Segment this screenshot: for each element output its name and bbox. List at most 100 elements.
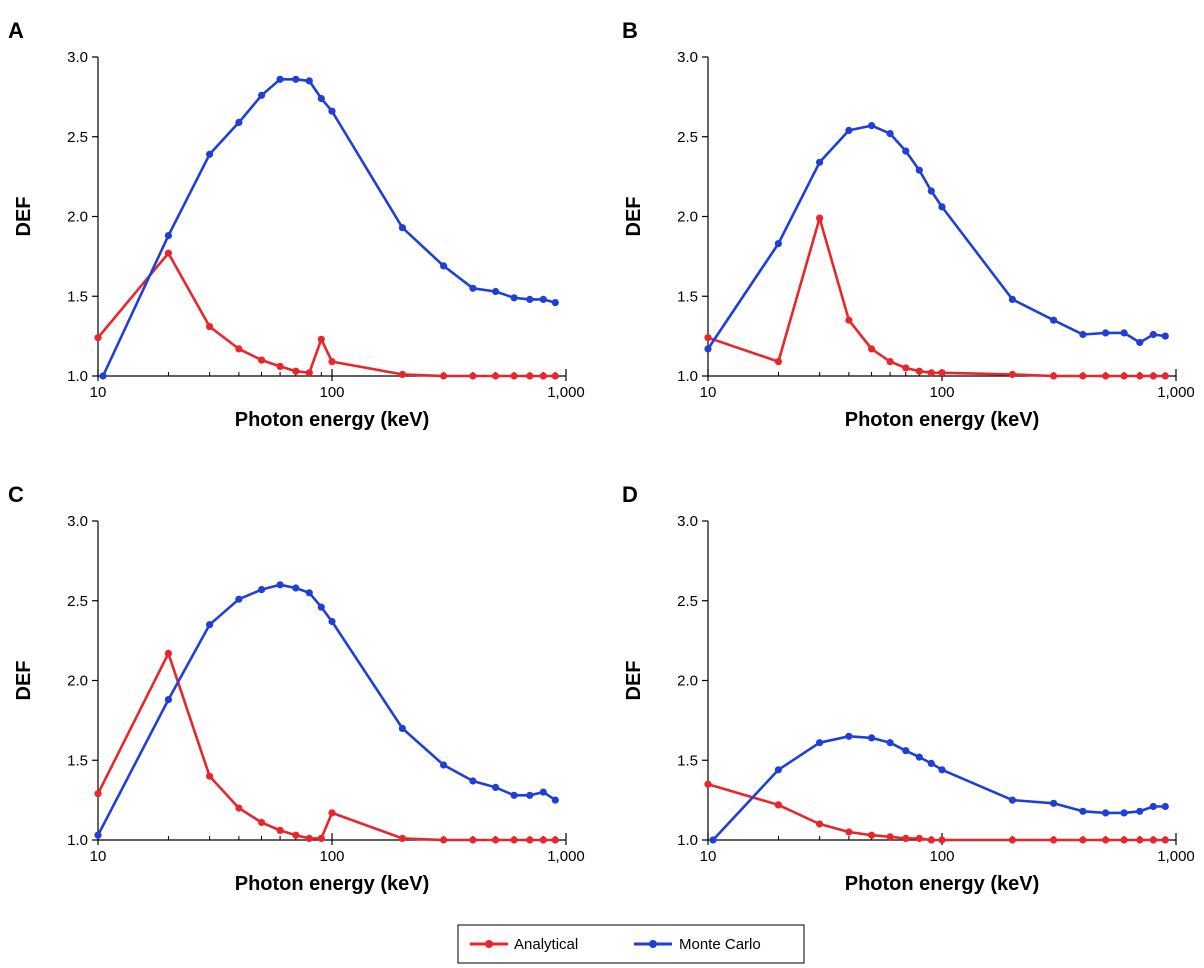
data-point-analytical (915, 367, 923, 375)
data-point-monte-carlo (526, 791, 534, 799)
data-point-analytical (1161, 372, 1169, 380)
data-point-monte-carlo (328, 617, 336, 626)
series-analytical (94, 649, 559, 844)
data-point-analytical (1079, 836, 1087, 844)
series-analytical (94, 249, 559, 380)
data-point-monte-carlo (938, 766, 946, 774)
data-point-analytical (1136, 372, 1144, 380)
data-point-monte-carlo (235, 118, 243, 126)
series-monte-carlo (99, 75, 559, 380)
data-point-monte-carlo (164, 232, 172, 240)
data-point-monte-carlo (709, 836, 717, 844)
legend: Analytical Monte Carlo (457, 924, 805, 964)
data-point-monte-carlo (938, 203, 946, 211)
data-point-analytical (235, 345, 243, 353)
data-point-analytical (774, 801, 783, 809)
data-point-analytical (1136, 836, 1144, 844)
data-point-analytical (704, 334, 712, 342)
series-line-monte-carlo (706, 124, 1167, 351)
data-point-analytical (774, 358, 783, 366)
data-point-monte-carlo (816, 158, 824, 166)
data-point-analytical (292, 367, 300, 375)
data-point-monte-carlo (1079, 807, 1087, 815)
data-point-monte-carlo (539, 788, 547, 796)
y-tick-label: 2.5 (677, 593, 698, 610)
data-point-monte-carlo (206, 621, 214, 629)
series-line-monte-carlo (711, 734, 1167, 842)
data-point-monte-carlo (305, 77, 313, 85)
data-point-monte-carlo (99, 372, 107, 380)
data-point-monte-carlo (292, 75, 300, 83)
chart-panel-d: D 1.0 1.5 2.0 2.5 3.0 10 100 1,000 Photon energy … (622, 482, 1195, 895)
data-point-monte-carlo (292, 584, 300, 592)
data-point-analytical (292, 831, 300, 839)
data-point-analytical (1161, 836, 1169, 844)
data-point-analytical (492, 372, 500, 380)
data-point-analytical (927, 836, 935, 844)
data-point-analytical (94, 790, 102, 798)
panel-letter: C (8, 482, 24, 507)
data-point-monte-carlo (317, 603, 325, 611)
data-point-monte-carlo (164, 696, 172, 704)
data-point-monte-carlo (845, 126, 853, 134)
data-point-analytical (1149, 836, 1157, 844)
data-point-monte-carlo (526, 295, 534, 303)
data-point-monte-carlo (510, 791, 518, 799)
data-point-monte-carlo (317, 94, 325, 103)
y-tick-label: 2.5 (67, 593, 88, 610)
data-point-monte-carlo (206, 150, 214, 158)
data-point-analytical (469, 372, 477, 380)
series-line-monte-carlo (96, 583, 557, 837)
x-axis-title: Photon energy (keV) (235, 873, 429, 895)
x-tick-label: 10 (90, 848, 107, 865)
data-point-monte-carlo (469, 284, 477, 292)
data-point-monte-carlo (1136, 338, 1144, 347)
data-point-monte-carlo (1050, 316, 1058, 324)
data-point-analytical (1102, 372, 1110, 380)
y-tick-label: 1.0 (677, 832, 698, 849)
y-tick-label: 2.5 (67, 129, 88, 146)
data-point-analytical (551, 372, 559, 380)
data-point-monte-carlo (915, 753, 923, 761)
data-point-analytical (258, 356, 266, 364)
data-point-monte-carlo (868, 122, 876, 130)
data-point-monte-carlo (469, 777, 477, 785)
data-point-monte-carlo (492, 287, 500, 296)
data-point-monte-carlo (1120, 329, 1128, 337)
legend-box (457, 924, 805, 964)
data-point-analytical (539, 836, 547, 844)
data-point-analytical (276, 362, 284, 370)
y-axis-title: DEF (13, 661, 35, 701)
series-line-monte-carlo (101, 78, 557, 378)
y-tick-label: 1.0 (67, 368, 88, 385)
x-tick-label: 1,000 (1157, 848, 1195, 865)
data-point-monte-carlo (915, 166, 923, 174)
data-point-monte-carlo (492, 783, 500, 792)
data-point-analytical (816, 214, 824, 222)
data-point-analytical (317, 834, 325, 843)
data-point-monte-carlo (539, 295, 547, 303)
y-tick-label: 2.0 (677, 209, 698, 226)
data-point-monte-carlo (1136, 807, 1144, 815)
data-point-analytical (938, 836, 946, 844)
data-point-analytical (398, 834, 406, 843)
data-point-analytical (440, 836, 448, 844)
data-point-analytical (886, 833, 894, 841)
data-point-analytical (704, 780, 712, 788)
data-point-analytical (317, 335, 325, 343)
data-point-analytical (1102, 836, 1110, 844)
data-point-monte-carlo (1161, 802, 1169, 811)
data-point-monte-carlo (551, 796, 559, 804)
data-point-analytical (492, 836, 500, 844)
x-tick-label: 1,000 (547, 848, 585, 865)
data-point-analytical (469, 836, 477, 844)
data-point-analytical (398, 370, 406, 378)
y-tick-label: 3.0 (67, 49, 88, 66)
x-tick-label: 1,000 (547, 384, 585, 401)
y-tick-label: 3.0 (67, 513, 88, 530)
data-point-analytical (276, 826, 284, 835)
y-tick-label: 1.5 (677, 288, 698, 305)
data-point-analytical (868, 831, 876, 839)
data-point-monte-carlo (440, 761, 448, 769)
y-tick-label: 3.0 (677, 513, 698, 530)
